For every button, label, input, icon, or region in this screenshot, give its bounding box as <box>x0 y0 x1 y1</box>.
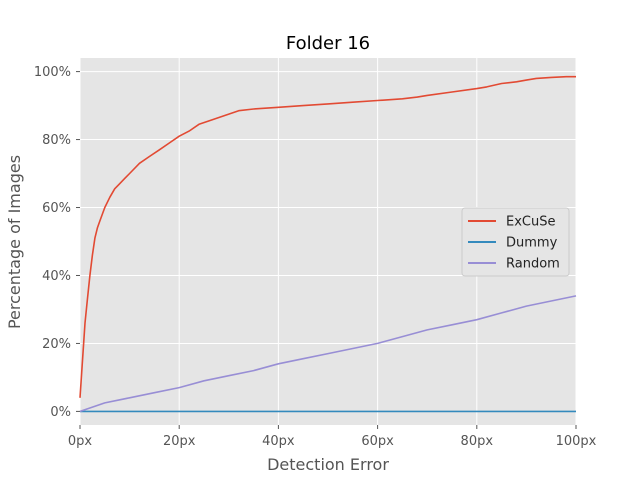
series-line-random <box>79 295 577 413</box>
y-tick-label: 60% <box>42 201 71 216</box>
series-lines <box>79 75 577 413</box>
series-line-excuse <box>79 75 576 398</box>
y-axis-ticks: 0% 20% 40% 60% 80% 100% <box>34 65 80 420</box>
legend-label-excuse: ExCuSe <box>506 215 555 230</box>
x-tick-label: 40px <box>262 434 295 449</box>
x-axis-label: Detection Error <box>267 455 389 474</box>
x-axis-ticks: 0px 20px 40px 60px 80px 100px <box>68 425 597 449</box>
legend-box <box>461 207 570 277</box>
y-tick-label: 0% <box>50 405 71 420</box>
x-tick-label: 0px <box>68 434 93 449</box>
y-tick-label: 20% <box>42 337 71 352</box>
x-tick-label: 60px <box>361 434 394 449</box>
y-axis-label: Percentage of Images <box>5 155 24 329</box>
x-tick-label: 20px <box>163 434 196 449</box>
chart-title: Folder 16 <box>286 33 370 54</box>
legend-label-random: Random <box>506 257 560 272</box>
x-tick-label: 100px <box>556 434 597 449</box>
legend-label-dummy: Dummy <box>506 236 558 251</box>
legend: ExCuSe Dummy Random <box>461 207 570 277</box>
y-tick-label: 100% <box>34 65 71 80</box>
x-tick-label: 80px <box>461 434 494 449</box>
y-tick-label: 40% <box>42 269 71 284</box>
y-tick-label: 80% <box>42 133 71 148</box>
